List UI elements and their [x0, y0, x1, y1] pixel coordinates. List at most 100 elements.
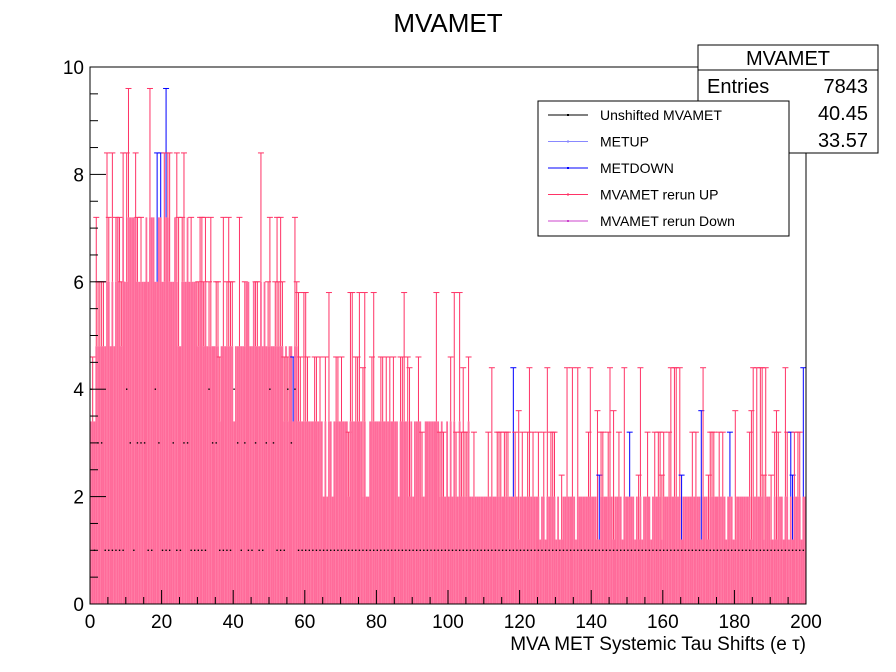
histogram-bar: [456, 496, 459, 604]
histogram-bar: [385, 421, 388, 604]
histogram-bar: [95, 346, 98, 604]
unshifted-point: [287, 388, 289, 390]
unshifted-point: [609, 549, 611, 551]
x-tick-label: 80: [366, 612, 387, 633]
histogram-bar: [661, 539, 663, 604]
histogram-bar: [643, 496, 645, 604]
histogram-bar: [381, 421, 384, 604]
unshifted-point: [745, 549, 747, 551]
unshifted-point: [476, 549, 479, 551]
unshifted-point: [236, 442, 239, 444]
histogram-bar: [775, 539, 778, 604]
histogram-bar: [342, 421, 345, 604]
unshifted-point: [630, 549, 633, 551]
histogram-bar: [290, 346, 293, 604]
histogram-bar: [779, 496, 781, 604]
histogram-bar: [419, 421, 422, 604]
histogram-bar: [109, 346, 112, 604]
unshifted-point: [326, 549, 328, 551]
histogram-bar: [141, 281, 144, 604]
histogram-bar: [184, 281, 187, 604]
y-tick-label: 8: [73, 165, 84, 186]
histogram-bar: [628, 496, 631, 604]
unshifted-point: [791, 549, 794, 551]
legend-marker: [567, 167, 569, 169]
unshifted-point: [713, 549, 715, 551]
histogram-bar: [437, 421, 440, 604]
histogram-bar: [750, 539, 753, 604]
histogram-bar: [134, 217, 137, 605]
unshifted-point: [695, 549, 697, 551]
unshifted-point: [573, 549, 575, 551]
histogram-bar: [104, 346, 107, 604]
histogram-bar: [159, 217, 162, 605]
unshifted-point: [594, 549, 597, 551]
unshifted-point: [731, 549, 733, 551]
unshifted-point: [544, 549, 547, 551]
unshifted-point: [319, 549, 321, 551]
histogram-bar: [492, 496, 495, 604]
unshifted-point: [262, 549, 264, 551]
histogram-bar: [156, 281, 159, 604]
histogram-bar: [771, 539, 774, 604]
histogram-bar: [496, 496, 499, 604]
unshifted-point: [97, 442, 99, 444]
histogram-bar: [449, 421, 452, 604]
unshifted-point: [204, 549, 207, 551]
unshifted-point: [254, 442, 257, 444]
histogram-bar: [209, 346, 212, 604]
histogram-bar: [351, 421, 354, 604]
histogram-bar: [303, 421, 305, 604]
histogram-bar: [97, 346, 99, 604]
histogram-bar: [213, 346, 216, 604]
histogram-bar: [553, 496, 556, 604]
histogram-bar: [315, 421, 318, 604]
histogram-bar: [132, 217, 135, 605]
histogram-bar: [618, 496, 620, 604]
histogram-bar: [539, 539, 542, 604]
histogram-bar: [585, 496, 588, 604]
legend-label: Unshifted MVAMET: [600, 107, 722, 123]
histogram-bar: [399, 421, 402, 604]
histogram-bar: [770, 539, 772, 604]
unshifted-point: [294, 388, 296, 390]
histogram-bar: [222, 346, 225, 604]
unshifted-point: [122, 549, 124, 551]
histogram-bar: [252, 281, 255, 604]
unshifted-point: [788, 549, 790, 551]
histogram-bar: [401, 421, 404, 604]
histogram-bar: [240, 346, 243, 604]
unshifted-point: [634, 549, 636, 551]
chart-title: MVAMET: [393, 8, 502, 38]
histogram-bar: [788, 539, 790, 604]
unshifted-point: [233, 388, 235, 390]
unshifted-point: [451, 549, 454, 551]
histogram-bar: [474, 496, 477, 604]
unshifted-point: [677, 549, 679, 551]
unshifted-point: [666, 549, 668, 551]
histogram-bar: [276, 346, 278, 604]
histogram-bar: [186, 217, 189, 605]
unshifted-point: [759, 549, 762, 551]
histogram-bar: [471, 496, 474, 604]
x-tick-label: 160: [647, 612, 679, 633]
histogram-bar: [625, 496, 627, 604]
histogram-bar: [242, 346, 244, 604]
histogram-bar: [410, 421, 413, 604]
histogram-bar: [91, 421, 94, 604]
histogram-bar: [664, 496, 667, 604]
histogram-bar: [227, 346, 230, 604]
x-axis-label: MVA MET Systemic Tau Shifts (e τ): [510, 634, 806, 655]
unshifted-point: [799, 549, 801, 551]
histogram-bar: [324, 421, 327, 604]
histogram-bar: [256, 346, 259, 604]
histogram-bar: [251, 346, 253, 604]
histogram-bar: [639, 496, 642, 604]
histogram-bar: [138, 281, 141, 604]
unshifted-point: [505, 549, 507, 551]
histogram-bar: [458, 421, 461, 604]
unshifted-point: [390, 549, 393, 551]
histogram-bar: [192, 281, 194, 604]
histogram-bar: [453, 421, 456, 604]
histogram-bar: [288, 346, 291, 604]
